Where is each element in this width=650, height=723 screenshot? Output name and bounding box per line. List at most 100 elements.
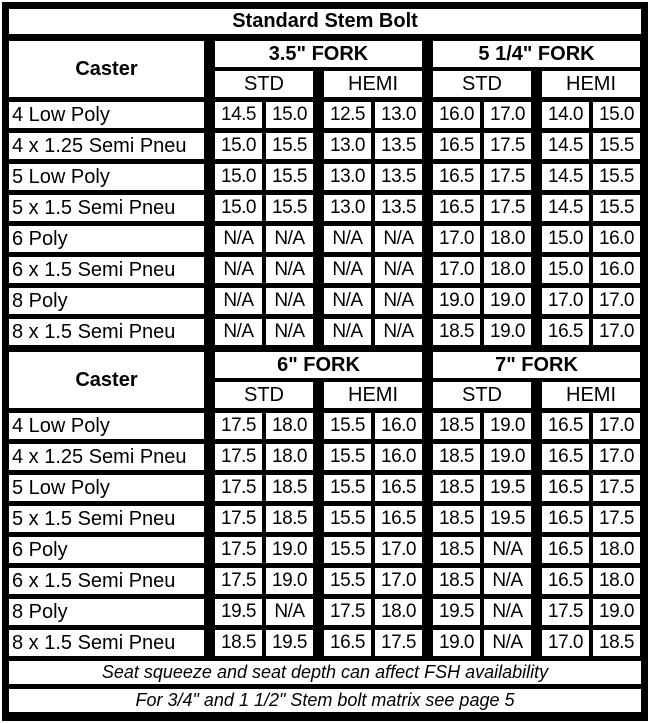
value-cell: 18.5 (266, 506, 313, 532)
value-cell: 19.0 (593, 599, 640, 625)
section-1-fork-headers: 3.5" FORK 5 1/4" FORK STD HEMI STD HEMI (215, 41, 641, 97)
value-cell: 17.0 (593, 319, 640, 345)
value-cell: 15.5 (324, 506, 371, 532)
value-cell: 19.5 (433, 599, 480, 625)
table-row: 5 Low Poly 17.5 18.5 15.5 16.5 18.5 19.5 16.5 17… (9, 475, 641, 501)
sub-header-hemi: HEMI (542, 71, 640, 97)
value-cell: 14.5 (542, 164, 589, 190)
sub-header-row: STD HEMI STD HEMI (215, 71, 641, 97)
caster-name-cell: 4 x 1.25 Semi Pneu (9, 133, 204, 159)
fork-header-6: 6" FORK (215, 352, 422, 378)
value-cell: 18.5 (433, 475, 480, 501)
value-cell: 15.5 (266, 195, 313, 221)
value-cell: N/A (484, 599, 531, 625)
caster-name-cell: 6 x 1.5 Semi Pneu (9, 257, 204, 283)
value-cell: 19.5 (266, 630, 313, 656)
value-cell: 16.0 (433, 102, 480, 128)
sub-header-hemi: HEMI (324, 382, 422, 408)
table-row: 6 Poly 17.5 19.0 15.5 17.0 18.5 N/A 16.5 18.0 (9, 537, 641, 563)
table-row: 8 x 1.5 Semi Pneu 18.5 19.5 16.5 17.5 19.0 N/A… (9, 630, 641, 656)
value-cell: 14.5 (215, 102, 262, 128)
value-cell: 15.5 (324, 444, 371, 470)
value-cell: 19.0 (484, 413, 531, 439)
value-cell: 17.5 (215, 568, 262, 594)
value-cell: 17.0 (593, 444, 640, 470)
value-cell: 16.5 (542, 568, 589, 594)
value-cell: 19.5 (215, 599, 262, 625)
sub-header-std: STD (215, 382, 313, 408)
section-2-header: Caster 6" FORK 7" FORK STD HEMI STD HEMI (9, 352, 641, 408)
caster-name-cell: 5 Low Poly (9, 164, 204, 190)
value-cell: 16.5 (433, 133, 480, 159)
value-cell: 14.5 (542, 195, 589, 221)
value-cell: 15.0 (215, 133, 262, 159)
value-cell: 15.5 (593, 164, 640, 190)
value-cell: 15.5 (324, 475, 371, 501)
sub-header-std: STD (433, 382, 531, 408)
value-cell: 17.5 (215, 413, 262, 439)
fork-header-5-1-4: 5 1/4" FORK (433, 41, 640, 67)
value-cell: 15.5 (593, 195, 640, 221)
value-cell: 17.5 (215, 537, 262, 563)
value-cell: N/A (324, 226, 371, 252)
fork-header-row: 3.5" FORK 5 1/4" FORK (215, 41, 641, 67)
table-row: 5 x 1.5 Semi Pneu 15.0 15.5 13.0 13.5 16.5 17.… (9, 195, 641, 221)
table-row: 6 Poly N/A N/A N/A N/A 17.0 18.0 15.0 16.0 (9, 226, 641, 252)
caster-name-cell: 8 x 1.5 Semi Pneu (9, 630, 204, 656)
value-cell: 17.5 (215, 475, 262, 501)
value-cell: 19.0 (484, 288, 531, 314)
value-cell: 16.5 (542, 506, 589, 532)
value-cell: 15.0 (593, 102, 640, 128)
value-cell: 19.5 (484, 506, 531, 532)
value-cell: 14.0 (542, 102, 589, 128)
value-cell: 18.5 (433, 444, 480, 470)
caster-name-cell: 6 Poly (9, 226, 204, 252)
value-cell: 17.5 (324, 599, 371, 625)
value-cell: 19.0 (433, 630, 480, 656)
value-cell: 16.0 (375, 444, 422, 470)
section-2-rows: 4 Low Poly 17.5 18.0 15.5 16.0 18.5 19.0 16.5 17… (9, 408, 641, 656)
fork-header-7: 7" FORK (433, 352, 640, 378)
value-cell: 19.0 (484, 319, 531, 345)
value-cell: 19.0 (266, 537, 313, 563)
caster-name-cell: 5 x 1.5 Semi Pneu (9, 195, 204, 221)
value-cell: 17.0 (593, 288, 640, 314)
value-cell: 16.5 (433, 164, 480, 190)
value-cell: 15.0 (542, 226, 589, 252)
sub-header-hemi: HEMI (542, 382, 640, 408)
table-row: 8 Poly 19.5 N/A 17.5 18.0 19.5 N/A 17.5 19.0 (9, 599, 641, 625)
value-cell: 15.0 (215, 195, 262, 221)
value-cell: 15.0 (542, 257, 589, 283)
value-cell: 17.0 (433, 257, 480, 283)
caster-name-cell: 6 Poly (9, 537, 204, 563)
sub-header-hemi: HEMI (324, 71, 422, 97)
value-cell: 16.0 (593, 257, 640, 283)
value-cell: 15.5 (324, 413, 371, 439)
value-cell: 12.5 (324, 102, 371, 128)
value-cell: 15.0 (215, 164, 262, 190)
value-cell: 17.5 (593, 506, 640, 532)
value-cell: 16.5 (375, 475, 422, 501)
value-cell: 17.0 (375, 537, 422, 563)
caster-name-cell: 6 x 1.5 Semi Pneu (9, 568, 204, 594)
value-cell: 18.0 (266, 444, 313, 470)
value-cell: N/A (324, 288, 371, 314)
value-cell: N/A (215, 288, 262, 314)
value-cell: 18.0 (484, 226, 531, 252)
table-row: 4 Low Poly 17.5 18.0 15.5 16.0 18.5 19.0 16.5 17… (9, 413, 641, 439)
value-cell: N/A (484, 537, 531, 563)
value-cell: 18.5 (593, 630, 640, 656)
value-cell: 15.5 (324, 568, 371, 594)
value-cell: 15.5 (324, 537, 371, 563)
value-cell: N/A (215, 226, 262, 252)
value-cell: 16.5 (542, 475, 589, 501)
table-row: 6 x 1.5 Semi Pneu 17.5 19.0 15.5 17.0 18.5 N/A… (9, 568, 641, 594)
value-cell: 17.0 (375, 568, 422, 594)
footnote-page-ref: For 3/4" and 1 1/2" Stem bolt matrix see… (9, 689, 641, 712)
value-cell: 17.5 (484, 133, 531, 159)
value-cell: 17.0 (542, 288, 589, 314)
value-cell: N/A (215, 257, 262, 283)
value-cell: N/A (484, 630, 531, 656)
table-row: 8 x 1.5 Semi Pneu N/A N/A N/A N/A 18.5 19.0 16.… (9, 319, 641, 345)
sub-header-std: STD (433, 71, 531, 97)
